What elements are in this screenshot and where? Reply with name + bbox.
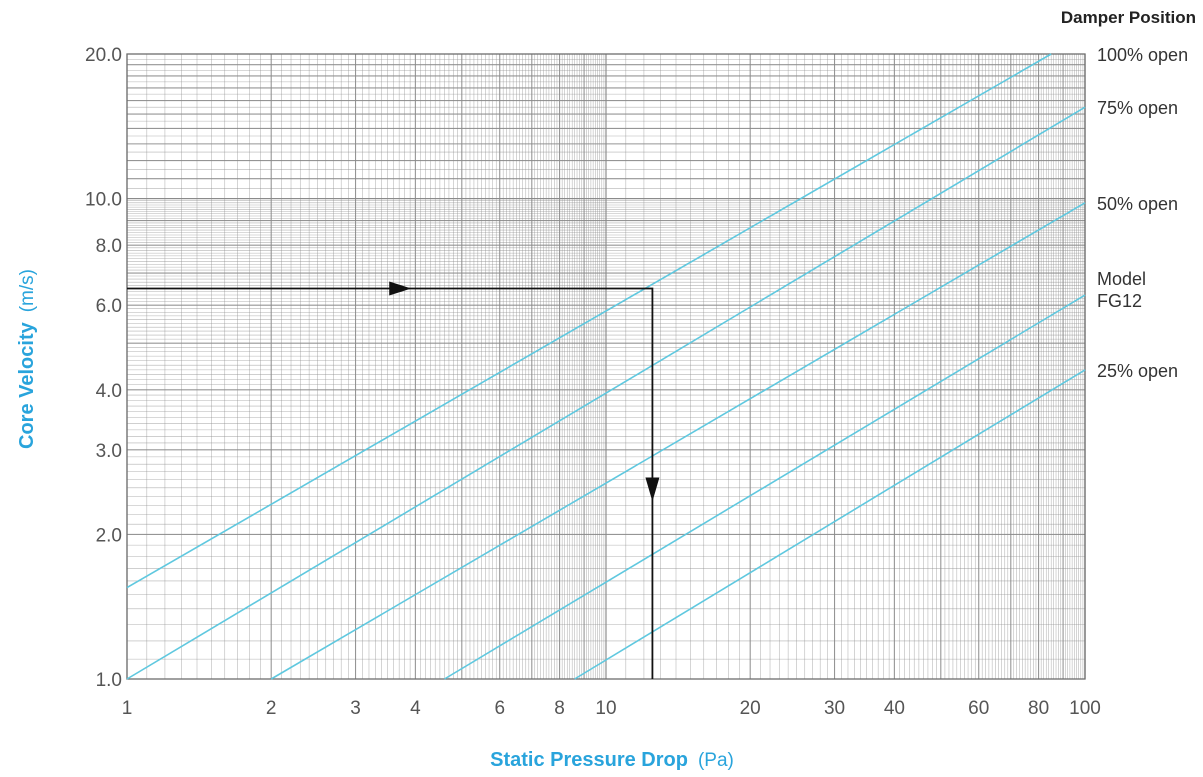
series-label-3: 50% open xyxy=(1097,194,1178,214)
legend-title: Damper Position xyxy=(1061,8,1196,27)
y-tick-label: 8.0 xyxy=(96,236,122,257)
y-tick-label: 10.0 xyxy=(85,190,122,211)
x-tick-label: 8 xyxy=(554,698,565,719)
series-line-2 xyxy=(126,106,1086,680)
y-axis-title: Core Velocity (m/s) xyxy=(16,269,38,449)
x-tick-label: 80 xyxy=(1028,698,1049,719)
y-tick-label: 6.0 xyxy=(96,296,122,317)
series-line-3 xyxy=(270,202,1086,680)
series-line-1 xyxy=(126,53,1052,589)
series-line-5 xyxy=(574,369,1086,680)
x-tick-label: 100 xyxy=(1069,698,1101,719)
x-axis-title: Static Pressure Drop (Pa) xyxy=(490,749,734,771)
x-tick-label: 4 xyxy=(410,698,421,719)
x-tick-label: 40 xyxy=(884,698,905,719)
y-tick-label: 1.0 xyxy=(96,670,122,691)
x-tick-label: 1 xyxy=(122,698,133,719)
y-tick-label: 20.0 xyxy=(85,45,122,66)
y-tick-label: 3.0 xyxy=(96,441,122,462)
series-label-2: 75% open xyxy=(1097,98,1178,118)
series-label-line: Model xyxy=(1097,269,1146,289)
y-axis-title-unit: (m/s) xyxy=(17,269,38,312)
series-line-4 xyxy=(444,294,1086,680)
y-tick-label: 2.0 xyxy=(96,525,122,546)
y-tick-label: 4.0 xyxy=(96,381,122,402)
series-labels: 100% open 75% open 50% open Model FG12 25% op… xyxy=(1097,45,1188,381)
series-lines xyxy=(126,53,1086,680)
x-tick-label: 3 xyxy=(350,698,361,719)
plot-border xyxy=(126,53,1086,680)
series-label-line: FG12 xyxy=(1097,291,1142,311)
x-tick-label: 2 xyxy=(266,698,277,719)
x-tick-label: 30 xyxy=(824,698,845,719)
series-label-1: 100% open xyxy=(1097,45,1188,65)
x-axis-title-name: Static Pressure Drop xyxy=(490,749,688,771)
x-axis-title-unit: (Pa) xyxy=(698,750,734,771)
example-path-line xyxy=(127,287,654,679)
arrow-right-icon xyxy=(389,281,412,296)
x-axis-ticks: 1 2 3 4 6 8 10 20 30 40 60 80 100 xyxy=(122,698,1101,719)
x-tick-label: 6 xyxy=(494,698,505,719)
y-axis-ticks: 1.0 2.0 3.0 4.0 6.0 8.0 10.0 20.0 xyxy=(85,45,122,691)
arrow-down-icon xyxy=(645,477,660,502)
series-label-4: Model FG12 xyxy=(1097,269,1146,311)
x-tick-label: 10 xyxy=(595,698,616,719)
series-label-5: 25% open xyxy=(1097,361,1178,381)
example-selection-path xyxy=(127,281,660,679)
x-tick-label: 20 xyxy=(740,698,761,719)
x-tick-label: 60 xyxy=(968,698,989,719)
y-axis-title-name: Core Velocity xyxy=(16,321,38,449)
grid xyxy=(126,53,1086,680)
